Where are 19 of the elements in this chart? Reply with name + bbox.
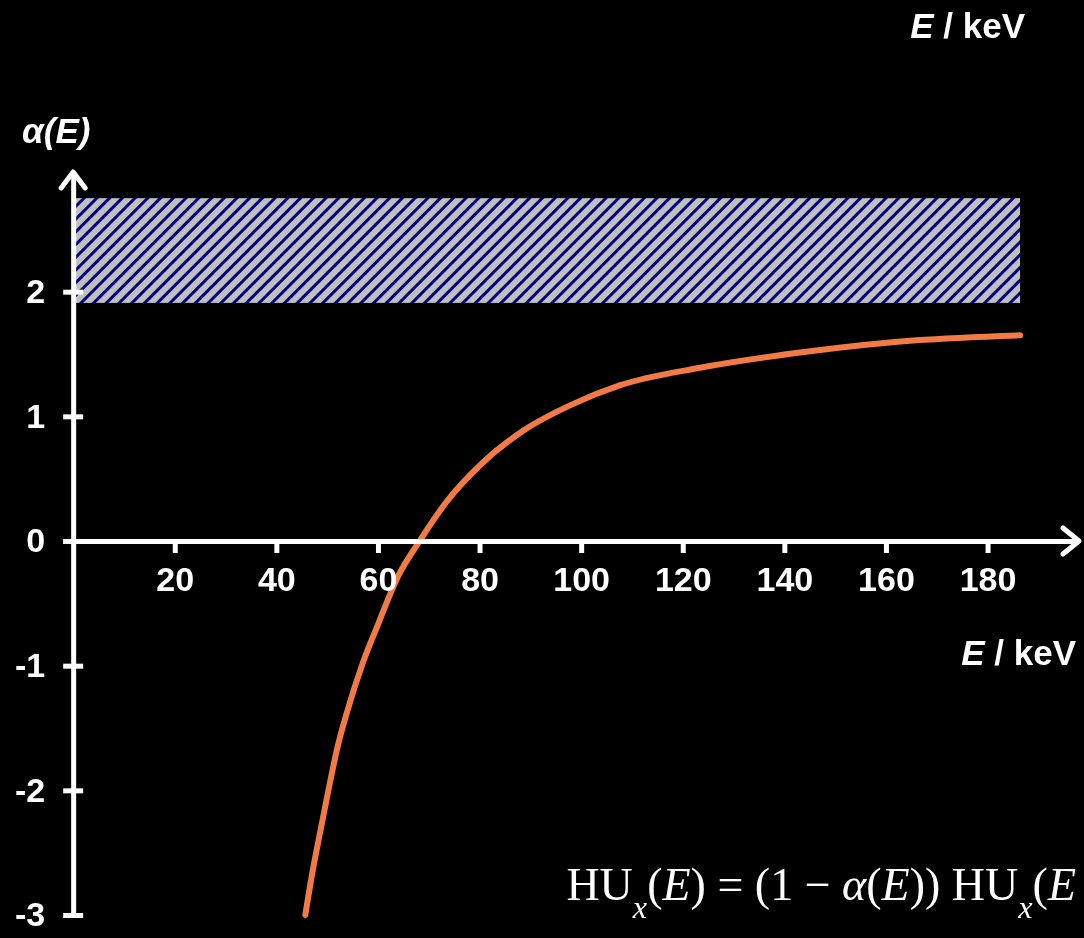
y-tick-label: 2 [26,272,46,311]
text: HU$_{x}$(E) = (1 − α(E)) HU$_{x}$(E [566,859,1076,925]
x-tick-label: 40 [257,560,296,599]
x-tick-label: 80 [461,560,499,599]
x-tick-label: 60 [359,560,398,599]
y-tick-label: -3 [14,895,46,934]
x-tick-label: 180 [959,560,1017,599]
y-tick-label: -1 [14,646,46,685]
x-tick-label: 140 [756,560,814,599]
y-tick-label: 0 [26,521,46,560]
y-tick-label: 1 [26,396,46,435]
x-tick-label: 160 [858,560,915,599]
x-tick-label: 100 [553,560,611,599]
x-tick-label: 120 [654,560,712,599]
y-tick-label: -2 [14,770,46,809]
x-axis-title: E / keV [961,633,1077,673]
y-axis-title: α(E) [22,111,91,150]
x-tick-label: 20 [156,560,195,599]
text: E / keV [910,6,1026,45]
